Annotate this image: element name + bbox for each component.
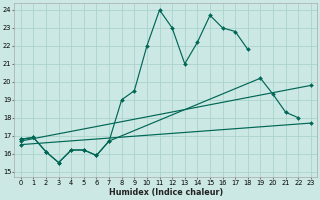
X-axis label: Humidex (Indice chaleur): Humidex (Indice chaleur) (109, 188, 223, 197)
